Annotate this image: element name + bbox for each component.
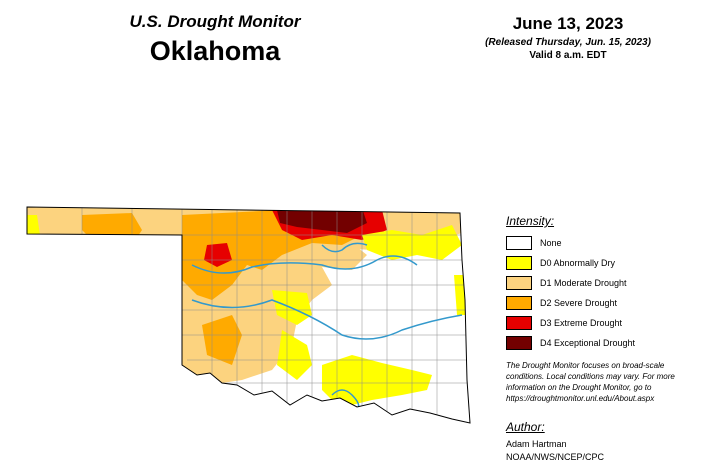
legend-label-d0: D0 Abnormally Dry [540, 258, 616, 268]
author-title: Author: [506, 420, 545, 434]
map-title: Oklahoma [149, 36, 281, 66]
oklahoma-drought-map [26, 206, 471, 424]
legend-item-none: None [506, 233, 696, 253]
legend-swatch-d2 [506, 296, 532, 310]
cimarron-river [191, 255, 418, 274]
d0-central-south-region [277, 330, 312, 380]
legend-label-d2: D2 Severe Drought [540, 298, 618, 308]
release-date: (Released Thursday, Jun. 15, 2023) [485, 37, 651, 48]
legend-title: Intensity: [506, 214, 555, 228]
canadian-river [191, 299, 463, 340]
author-name: Adam Hartman [506, 439, 567, 449]
author-org: NOAA/NWS/NCEP/CPC [506, 452, 605, 462]
legend-label-none: None [540, 238, 562, 248]
legend-swatch-d3 [506, 316, 532, 330]
legend-label-d4: D4 Exceptional Drought [540, 338, 636, 348]
d0-panhandle-edge-region [27, 215, 40, 235]
map-subtitle: U.S. Drought Monitor [129, 12, 301, 31]
title-block: U.S. Drought Monitor Oklahoma [110, 12, 320, 67]
legend-label-d3: D3 Extreme Drought [540, 318, 623, 328]
legend-swatch-d4 [506, 336, 532, 350]
state-outline [26, 206, 471, 424]
legend-item-d2: D2 Severe Drought [506, 293, 696, 313]
salt-fork-river [321, 242, 368, 253]
legend-item-d0: D0 Abnormally Dry [506, 253, 696, 273]
legend-label-d1: D1 Moderate Drought [540, 278, 627, 288]
author-block: Author: Adam Hartman NOAA/NWS/NCEP/CPC [506, 420, 696, 462]
legend-swatch-d0 [506, 256, 532, 270]
legend: Intensity: None D0 Abnormally Dry D1 Mod… [506, 214, 696, 353]
map-date: June 13, 2023 [512, 14, 624, 33]
date-block: June 13, 2023 (Released Thursday, Jun. 1… [468, 14, 668, 61]
d4-north-region [277, 208, 367, 233]
drought-monitor-note: The Drought Monitor focuses on broad-sca… [506, 361, 675, 403]
legend-swatch-none [506, 236, 532, 250]
legend-item-d1: D1 Moderate Drought [506, 273, 696, 293]
legend-item-d4: D4 Exceptional Drought [506, 333, 696, 353]
legend-item-d3: D3 Extreme Drought [506, 313, 696, 333]
d3-small-region [204, 243, 232, 267]
legend-swatch-d1 [506, 276, 532, 290]
valid-time: Valid 8 a.m. EDT [529, 50, 607, 61]
d2-panhandle-region [82, 213, 142, 245]
